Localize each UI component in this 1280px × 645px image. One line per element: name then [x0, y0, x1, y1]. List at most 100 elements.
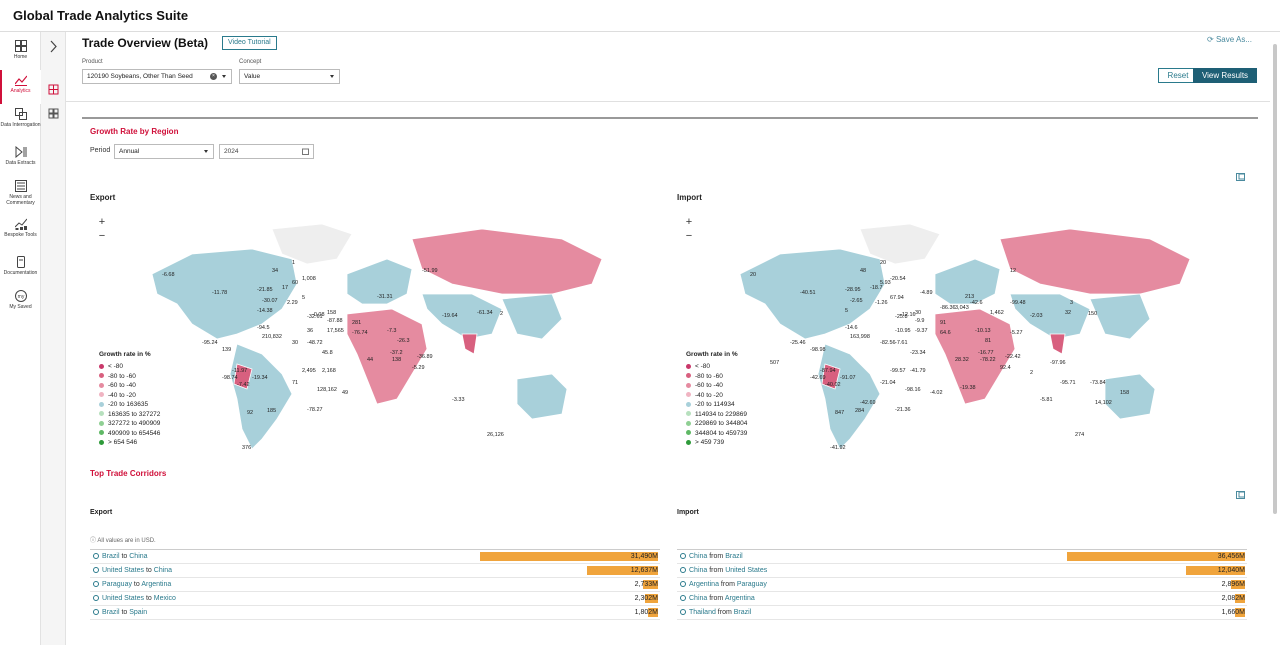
save-as-link[interactable]: ⟳ Save As...	[1207, 35, 1252, 44]
corridor-row[interactable]: Brazil to Spain 1,802M	[90, 606, 660, 620]
corridor-row[interactable]: United States to Mexico 2,302M	[90, 592, 660, 606]
country-region[interactable]	[1049, 333, 1066, 355]
expand-icon[interactable]	[93, 609, 99, 615]
legend-item: 163635 to 327272	[99, 410, 160, 420]
growth-label: -7.3	[387, 328, 396, 334]
legend-label: -20 to 114934	[695, 401, 735, 408]
country-region[interactable]	[999, 228, 1191, 295]
country-link[interactable]: Argentina	[724, 595, 755, 602]
import-zoom-out-button[interactable]: −	[685, 230, 693, 242]
year-input[interactable]: 2024	[219, 144, 314, 159]
expand-icon[interactable]	[680, 567, 686, 573]
corridor-row[interactable]: Thailand from Brazil 1,660M	[677, 606, 1247, 620]
export-map[interactable]: -6.68 -11.78 34 1 1,008 -21.85 17 60 -30.07 2.29 5…	[122, 214, 632, 454]
country-region[interactable]	[346, 308, 428, 405]
dashboard-view-icon[interactable]	[46, 82, 61, 97]
corridor-row[interactable]: Argentina from Paraguay 2,896M	[677, 578, 1247, 592]
nav-news[interactable]: News and Commentary	[0, 176, 41, 210]
expand-icon[interactable]	[680, 553, 686, 559]
country-region[interactable]	[461, 333, 478, 355]
expand-icon[interactable]	[93, 553, 99, 559]
country-region[interactable]	[821, 363, 841, 390]
country-link[interactable]: United States	[725, 567, 768, 574]
country-region[interactable]	[859, 223, 941, 265]
nav-home[interactable]: Home	[0, 36, 41, 70]
country-link[interactable]: Paraguay	[102, 581, 132, 588]
nav-bespoke-tools[interactable]: Bespoke Tools	[0, 214, 41, 248]
country-link[interactable]: China	[689, 567, 708, 574]
expand-icon[interactable]	[680, 595, 686, 601]
app-title: Global Trade Analytics Suite	[13, 8, 189, 23]
country-link[interactable]: Brazil	[102, 609, 120, 616]
expand-icon[interactable]	[93, 595, 99, 601]
import-zoom-in-button[interactable]: +	[685, 216, 693, 228]
growth-label: -99.48	[1010, 300, 1026, 306]
country-region[interactable]	[1104, 373, 1156, 420]
corridor-row[interactable]: China from United States 12,040M	[677, 564, 1247, 578]
expand-icon[interactable]	[680, 609, 686, 615]
country-region[interactable]	[934, 308, 1016, 405]
nav-data-extracts[interactable]: Data Extracts	[0, 142, 41, 176]
export-zoom-in-button[interactable]: +	[98, 216, 106, 228]
country-link[interactable]: Paraguay	[736, 581, 767, 588]
corridor-row[interactable]: United States to China 12,637M	[90, 564, 660, 578]
country-link[interactable]: Spain	[129, 609, 148, 616]
reset-button[interactable]: Reset	[1158, 68, 1198, 83]
country-link[interactable]: Thailand	[689, 609, 716, 616]
product-select[interactable]: 120190 Soybeans, Other Than Seed ×	[82, 69, 232, 84]
corridor-value: 2,896M	[1221, 581, 1245, 588]
country-region[interactable]	[411, 228, 603, 295]
growth-label: 28.32	[955, 357, 969, 363]
grid-view-icon[interactable]	[46, 106, 61, 121]
country-link[interactable]: Brazil	[725, 553, 743, 560]
import-map[interactable]: 20 -40.51 48 20 -20.54 -28.95 -18.75.93 -2.65 -1…	[710, 214, 1220, 454]
country-link[interactable]: Brazil	[733, 609, 752, 616]
corridor-row[interactable]: Paraguay to Argentina 2,733M	[90, 578, 660, 592]
country-region[interactable]	[739, 248, 886, 340]
growth-label: 5	[845, 308, 848, 314]
country-link[interactable]: China	[689, 553, 708, 560]
corridor-row[interactable]: Brazil to China 31,490M	[90, 550, 660, 564]
expand-icon[interactable]	[680, 581, 686, 587]
country-region[interactable]	[934, 258, 1001, 305]
expand-icon[interactable]	[93, 567, 99, 573]
country-region[interactable]	[516, 373, 568, 420]
country-link[interactable]: Mexico	[153, 595, 176, 602]
nav-analytics[interactable]: Analytics	[0, 70, 41, 104]
concept-select[interactable]: Value	[239, 69, 340, 84]
nav-my-saved[interactable]: my My Saved	[0, 286, 41, 320]
country-region[interactable]	[817, 343, 881, 450]
popout-icon[interactable]	[1236, 491, 1245, 499]
country-region[interactable]	[501, 293, 563, 340]
scrollbar[interactable]	[1272, 44, 1278, 640]
scrollbar-thumb[interactable]	[1273, 44, 1277, 514]
chevron-right-icon[interactable]	[46, 39, 61, 54]
country-link[interactable]: China	[689, 595, 708, 602]
corridor-row[interactable]: China from Argentina 2,082M	[677, 592, 1247, 606]
country-link[interactable]: Argentina	[141, 581, 172, 588]
view-results-button[interactable]: View Results	[1193, 68, 1257, 83]
expand-icon[interactable]	[93, 581, 99, 587]
nav-documentation[interactable]: Documentation	[0, 252, 41, 286]
nav-data-interrogation[interactable]: Data Interrogation	[0, 104, 41, 138]
country-region[interactable]	[233, 363, 253, 390]
country-link[interactable]: China	[153, 567, 173, 574]
country-region[interactable]	[421, 293, 503, 340]
country-region[interactable]	[151, 248, 298, 340]
country-link[interactable]: Argentina	[689, 581, 719, 588]
country-link[interactable]: China	[129, 553, 148, 560]
country-region[interactable]	[346, 258, 413, 305]
export-zoom-out-button[interactable]: −	[98, 230, 106, 242]
country-region[interactable]	[1089, 293, 1151, 340]
country-region[interactable]	[271, 223, 353, 265]
country-link[interactable]: United States	[102, 595, 145, 602]
country-region[interactable]	[229, 343, 293, 450]
corridor-row[interactable]: China from Brazil 36,456M	[677, 550, 1247, 564]
period-select[interactable]: Annual	[114, 144, 214, 159]
popout-icon[interactable]	[1236, 173, 1245, 181]
country-region[interactable]	[1009, 293, 1091, 340]
country-link[interactable]: United States	[102, 567, 145, 574]
video-tutorial-button[interactable]: Video Tutorial	[222, 36, 277, 50]
country-link[interactable]: Brazil	[102, 553, 120, 560]
clear-icon[interactable]: ×	[210, 73, 217, 80]
